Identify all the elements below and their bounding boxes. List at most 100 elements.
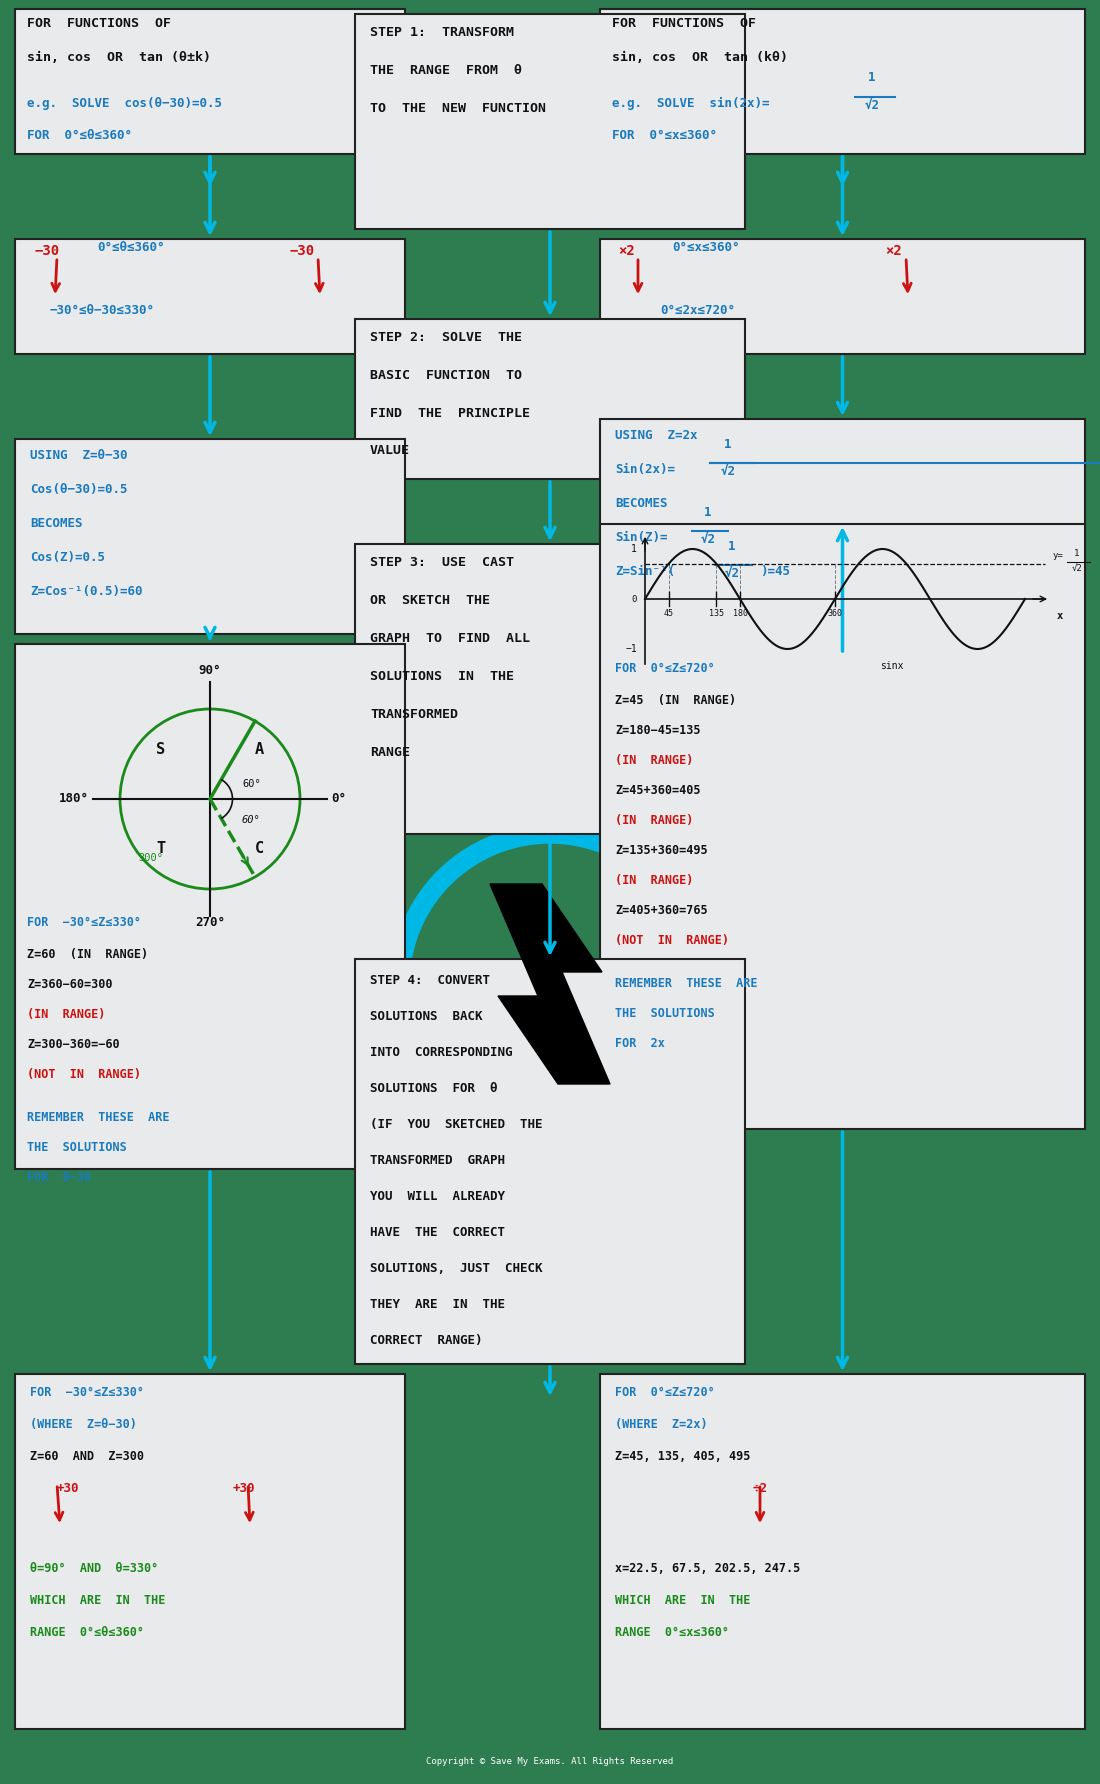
Text: WHICH  ARE  IN  THE: WHICH ARE IN THE [615,1593,750,1607]
Text: FOR  0°≤Z≤720°: FOR 0°≤Z≤720° [615,1386,715,1399]
Text: (WHERE  Z=2x): (WHERE Z=2x) [615,1418,707,1431]
Text: Z=360−60=300: Z=360−60=300 [28,978,112,990]
Text: SOLUTIONS  FOR  θ: SOLUTIONS FOR θ [370,1083,497,1095]
Text: REMEMBER  THESE  ARE: REMEMBER THESE ARE [615,978,758,990]
Text: Sin(2x)=: Sin(2x)= [615,464,675,476]
Text: e.g.  SOLVE  cos(θ−30)=0.5: e.g. SOLVE cos(θ−30)=0.5 [28,96,222,111]
Text: 0: 0 [631,594,637,603]
Text: ÷2: ÷2 [752,1483,768,1495]
Text: FOR  −30°≤Z≤330°: FOR −30°≤Z≤330° [30,1386,144,1399]
Text: sinx: sinx [880,662,904,671]
Text: A: A [255,742,264,756]
Text: −30°≤θ−30≤330°: −30°≤θ−30≤330° [50,303,155,318]
Text: FOR  2x: FOR 2x [615,1037,664,1051]
Text: GRAPH  TO  FIND  ALL: GRAPH TO FIND ALL [370,632,530,646]
Text: FOR  FUNCTIONS  OF: FOR FUNCTIONS OF [612,18,756,30]
Text: Z=405+360=765: Z=405+360=765 [615,904,707,917]
Text: HAVE  THE  CORRECT: HAVE THE CORRECT [370,1226,505,1240]
Text: 60°: 60° [242,780,261,789]
Text: TRANSFORMED  GRAPH: TRANSFORMED GRAPH [370,1154,505,1167]
Text: FOR  0°≤Z≤720°: FOR 0°≤Z≤720° [615,662,715,674]
Text: SOLUTIONS  IN  THE: SOLUTIONS IN THE [370,671,514,683]
Polygon shape [440,874,660,1094]
Text: 135: 135 [708,608,724,617]
Text: 180: 180 [733,608,748,617]
Text: FOR  0°≤x≤360°: FOR 0°≤x≤360° [612,128,717,143]
Text: Sin(Z)=: Sin(Z)= [615,532,668,544]
Text: YOU  WILL  ALREADY: YOU WILL ALREADY [370,1190,505,1202]
Text: BECOMES: BECOMES [615,498,668,510]
Text: S: S [156,742,165,756]
Text: FOR  θ−30: FOR θ−30 [28,1170,91,1185]
FancyBboxPatch shape [600,419,1085,655]
FancyBboxPatch shape [15,1374,405,1729]
Text: RANGE  0°≤x≤360°: RANGE 0°≤x≤360° [615,1625,729,1639]
FancyBboxPatch shape [600,524,1085,1129]
Text: 90°: 90° [199,664,221,678]
Text: INTO  CORRESPONDING: INTO CORRESPONDING [370,1045,513,1060]
Text: (IN  RANGE): (IN RANGE) [615,755,693,767]
Text: THEY  ARE  IN  THE: THEY ARE IN THE [370,1299,505,1311]
Text: −1: −1 [625,644,637,655]
Text: Z=180−45=135: Z=180−45=135 [615,724,701,737]
Text: Cos(θ−30)=0.5: Cos(θ−30)=0.5 [30,483,128,496]
Text: STEP 3:  USE  CAST: STEP 3: USE CAST [370,557,514,569]
Text: 1: 1 [1075,549,1080,558]
Text: x=22.5, 67.5, 202.5, 247.5: x=22.5, 67.5, 202.5, 247.5 [615,1563,801,1575]
Text: 0°≤x≤360°: 0°≤x≤360° [672,241,739,253]
Text: TO  THE  NEW  FUNCTION: TO THE NEW FUNCTION [370,102,546,114]
Text: USING  Z=2x: USING Z=2x [615,428,697,442]
FancyBboxPatch shape [600,1374,1085,1729]
Text: RANGE  0°≤θ≤360°: RANGE 0°≤θ≤360° [30,1625,144,1639]
Text: 1: 1 [724,439,732,451]
Text: −30: −30 [290,244,315,259]
Text: REMEMBER  THESE  ARE: REMEMBER THESE ARE [28,1111,169,1124]
Text: θ=90°  AND  θ=330°: θ=90° AND θ=330° [30,1563,158,1575]
Text: Copyright © Save My Exams. All Rights Reserved: Copyright © Save My Exams. All Rights Re… [427,1757,673,1766]
Text: 0°≤θ≤360°: 0°≤θ≤360° [97,241,165,253]
Text: Z=Sin⁻¹(: Z=Sin⁻¹( [615,566,675,578]
Text: Z=60  (IN  RANGE): Z=60 (IN RANGE) [28,947,148,962]
Text: STEP 2:  SOLVE  THE: STEP 2: SOLVE THE [370,332,522,344]
Text: CORRECT  RANGE): CORRECT RANGE) [370,1334,483,1347]
Text: Z=135+360=495: Z=135+360=495 [615,844,707,856]
Text: 0°: 0° [331,792,346,806]
Text: 0°≤2x≤720°: 0°≤2x≤720° [660,303,735,318]
Text: BECOMES: BECOMES [30,517,82,530]
Text: x: x [1057,610,1063,621]
FancyBboxPatch shape [355,14,745,228]
Text: (NOT  IN  RANGE): (NOT IN RANGE) [28,1069,141,1081]
Text: TRANSFORMED: TRANSFORMED [370,708,458,721]
Text: STEP 1:  TRANSFORM: STEP 1: TRANSFORM [370,27,514,39]
Text: √2: √2 [725,567,739,580]
Text: FIND  THE  PRINCIPLE: FIND THE PRINCIPLE [370,407,530,419]
FancyBboxPatch shape [600,239,1085,353]
FancyBboxPatch shape [15,644,405,1169]
FancyBboxPatch shape [15,239,405,353]
Text: Z=60  AND  Z=300: Z=60 AND Z=300 [30,1450,144,1463]
Text: 300°: 300° [138,853,163,863]
Text: sin, cos  OR  tan (kθ): sin, cos OR tan (kθ) [612,52,788,64]
FancyBboxPatch shape [15,9,405,153]
Text: (IN  RANGE): (IN RANGE) [615,814,693,828]
Text: Z=Cos⁻¹(0.5)=60: Z=Cos⁻¹(0.5)=60 [30,585,143,598]
Text: THE  SOLUTIONS: THE SOLUTIONS [28,1142,126,1154]
Text: y=: y= [1053,551,1064,560]
FancyBboxPatch shape [355,319,745,478]
Text: SOLUTIONS  BACK: SOLUTIONS BACK [370,1010,483,1022]
Text: √2: √2 [720,466,736,478]
Text: 45: 45 [663,608,673,617]
Text: FOR  −30°≤Z≤330°: FOR −30°≤Z≤330° [28,915,141,929]
Text: Z=45+360=405: Z=45+360=405 [615,783,701,797]
Text: FOR  FUNCTIONS  OF: FOR FUNCTIONS OF [28,18,170,30]
Text: 1: 1 [704,507,712,519]
FancyBboxPatch shape [355,960,745,1365]
Text: 1: 1 [728,541,736,553]
Polygon shape [490,885,610,1085]
FancyBboxPatch shape [15,439,405,633]
Text: OR  SKETCH  THE: OR SKETCH THE [370,594,490,607]
Text: sin, cos  OR  tan (θ±k): sin, cos OR tan (θ±k) [28,52,211,64]
Text: −30: −30 [35,244,60,259]
Text: 60°: 60° [242,815,261,824]
Text: C: C [255,840,264,856]
